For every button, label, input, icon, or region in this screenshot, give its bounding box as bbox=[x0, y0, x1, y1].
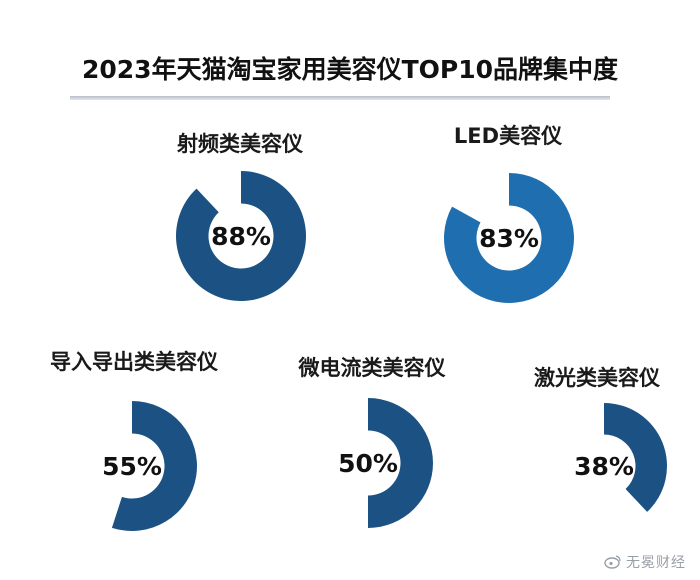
donut-arc-1 bbox=[444, 173, 574, 303]
watermark: 无冕财经 bbox=[604, 552, 686, 572]
value-label-1: 83% bbox=[479, 224, 539, 253]
donut-arc-0 bbox=[176, 171, 306, 301]
value-label-0: 88% bbox=[211, 222, 271, 251]
donut-arc-2 bbox=[111, 401, 198, 531]
weibo-icon bbox=[604, 555, 621, 569]
donut-led: 83% bbox=[444, 173, 574, 303]
chart-title: 2023年天猫淘宝家用美容仪TOP10品牌集中度 bbox=[82, 55, 618, 84]
donut-laser: 38% bbox=[574, 403, 667, 512]
value-label-2: 55% bbox=[102, 452, 162, 481]
label-import-export: 导入导出类美容仪 bbox=[50, 350, 218, 374]
label-microcurrent: 微电流类美容仪 bbox=[298, 356, 446, 380]
label-led: LED美容仪 bbox=[453, 124, 563, 148]
title-divider bbox=[70, 96, 610, 100]
value-label-3: 50% bbox=[338, 449, 398, 478]
donut-arc-3 bbox=[368, 398, 433, 528]
donut-rf: 88% bbox=[176, 171, 306, 301]
donut-import-export: 55% bbox=[102, 401, 198, 531]
donut-arc-4 bbox=[604, 403, 667, 512]
value-label-4: 38% bbox=[574, 452, 634, 481]
label-laser: 激光类美容仪 bbox=[534, 366, 660, 390]
donut-microcurrent: 50% bbox=[338, 398, 433, 528]
watermark-text: 无冕财经 bbox=[626, 555, 686, 571]
label-rf: 射频类美容仪 bbox=[177, 132, 303, 156]
